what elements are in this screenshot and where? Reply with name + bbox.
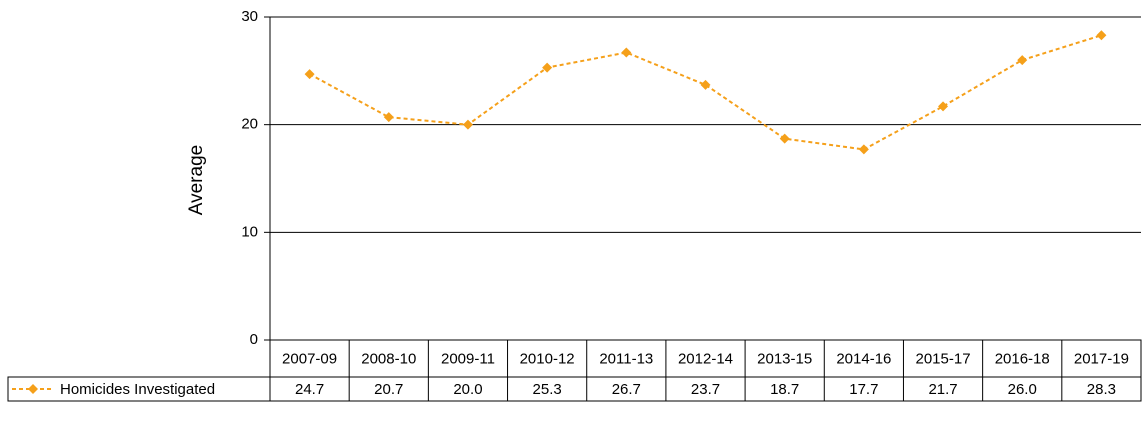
y-tick-label: 0 <box>250 331 258 348</box>
point-marker <box>462 119 473 130</box>
table-value: 26.7 <box>612 381 641 398</box>
x-tick-label: 2014-16 <box>836 350 891 367</box>
series-line <box>309 34 1102 151</box>
point-marker <box>779 133 790 144</box>
point-marker <box>700 79 711 90</box>
x-tick-label: 2011-13 <box>599 350 653 367</box>
legend-marker <box>28 384 38 394</box>
y-tick-label: 20 <box>241 116 258 133</box>
y-tick-label: 30 <box>241 8 258 25</box>
x-tick-label: 2013-15 <box>757 350 812 367</box>
y-axis-title: Average <box>186 145 207 215</box>
x-tick-label: 2012-14 <box>678 350 733 367</box>
table-value: 20.7 <box>374 381 403 398</box>
table-value: 17.7 <box>849 381 878 398</box>
x-tick-label: 2015-17 <box>916 350 971 367</box>
table-value: 21.7 <box>928 381 957 398</box>
table-value: 24.7 <box>295 381 324 398</box>
x-tick-label: 2008-10 <box>361 350 416 367</box>
point-marker <box>304 69 315 80</box>
table-value: 20.0 <box>453 381 482 398</box>
table-value: 25.3 <box>533 381 562 398</box>
point-marker <box>1096 30 1107 41</box>
point-marker <box>938 101 949 112</box>
point-marker <box>858 144 869 155</box>
y-tick-label: 10 <box>241 223 258 240</box>
table-value: 18.7 <box>770 381 799 398</box>
x-tick-label: 2009-11 <box>441 350 495 367</box>
point-marker <box>383 112 394 123</box>
x-tick-label: 2016-18 <box>995 350 1050 367</box>
table-value: 23.7 <box>691 381 720 398</box>
x-tick-label: 2017-19 <box>1074 350 1129 367</box>
x-tick-label: 2007-09 <box>282 350 337 367</box>
point-marker <box>621 47 632 58</box>
table-value: 26.0 <box>1008 381 1037 398</box>
point-marker <box>1017 55 1028 66</box>
table-value: 28.3 <box>1087 381 1116 398</box>
legend-label: Homicides Investigated <box>60 381 215 398</box>
x-tick-label: 2010-12 <box>520 350 575 367</box>
point-marker <box>542 62 553 73</box>
